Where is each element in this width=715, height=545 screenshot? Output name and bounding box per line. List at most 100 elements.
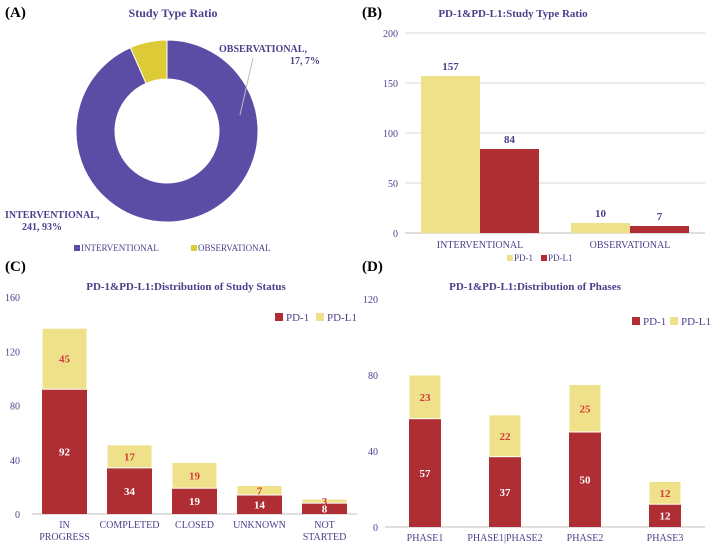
panel-b: (B) PD-1&PD-L1:Study Type Ratio 0 50 100 15… bbox=[362, 5, 705, 263]
bar-value-label-pd1: 92 bbox=[59, 447, 71, 459]
chart-b: 0 50 100 150 200 157 84 INTERVENTIONAL 10 7 OBSERV… bbox=[383, 29, 705, 251]
observational-leader-line bbox=[239, 57, 254, 116]
panel-a-label: (A) bbox=[5, 5, 26, 21]
bar-pd1 bbox=[569, 432, 601, 527]
bar-value-label-pd1: 50 bbox=[580, 475, 592, 487]
y-tick-label: 0 bbox=[373, 523, 378, 534]
bar-pd-l1 bbox=[480, 149, 539, 233]
legend-swatch-observational bbox=[191, 245, 197, 251]
donut-chart bbox=[75, 39, 259, 223]
bar-pd1 bbox=[237, 495, 282, 514]
x-tick-label: PHASE1|PHASE2 bbox=[467, 533, 542, 544]
interventional-slice-label: INTERVENTIONAL, bbox=[5, 210, 100, 221]
legend-swatch-pdl1 bbox=[541, 255, 547, 261]
bar-pdl1 bbox=[301, 498, 348, 504]
legend-label-pd1: PD-1 bbox=[514, 253, 533, 263]
bar-pd1 bbox=[489, 456, 521, 527]
y-tick-label: 120 bbox=[5, 347, 20, 358]
y-tick-label: 80 bbox=[368, 371, 378, 382]
bar-pdl1 bbox=[488, 414, 522, 458]
legend-swatch-pd1 bbox=[275, 313, 283, 321]
legend-label-pd1: PD-1 bbox=[286, 312, 309, 324]
bar-value-label-pdl1: 7 bbox=[257, 485, 263, 497]
x-tick-label: STARTED bbox=[303, 532, 347, 543]
bar-value-label: 84 bbox=[504, 134, 516, 146]
y-tick-label: 40 bbox=[368, 447, 378, 458]
y-tick-label: 150 bbox=[383, 79, 398, 90]
bar-pd1 bbox=[172, 488, 217, 514]
interventional-slice-value: 241, 93% bbox=[22, 222, 62, 233]
panel-d-label: (D) bbox=[362, 259, 383, 275]
bar-value-label: 7 bbox=[657, 211, 663, 223]
bar-pd-1 bbox=[571, 223, 630, 233]
y-tick-label: 40 bbox=[10, 456, 20, 467]
x-tick-label: IN bbox=[59, 520, 70, 531]
bar-value-label-pdl1: 45 bbox=[59, 354, 71, 366]
bar-value-label-pd1: 34 bbox=[124, 486, 136, 498]
bar-value-label: 10 bbox=[595, 208, 607, 220]
legend-label-pdl1: PD-L1 bbox=[548, 253, 573, 263]
bar-value-label-pdl1: 17 bbox=[124, 451, 136, 463]
donut-slice-interventional bbox=[75, 39, 259, 223]
bar-value-label-pdl1: 12 bbox=[660, 488, 672, 500]
legend-label-observational: OBSERVATIONAL bbox=[198, 243, 271, 253]
legend-label-interventional: INTERVENTIONAL bbox=[81, 243, 159, 253]
legend-swatch-pdl1 bbox=[316, 313, 324, 321]
observational-slice-label: OBSERVATIONAL, bbox=[219, 44, 307, 55]
y-tick-label: 50 bbox=[388, 179, 398, 190]
bar-pd1 bbox=[42, 389, 87, 514]
bar-value-label-pd1: 8 bbox=[322, 504, 328, 516]
bar-value-label-pd1: 12 bbox=[660, 511, 672, 523]
panel-c-title: PD-1&PD-L1:Distribution of Study Status bbox=[86, 281, 286, 293]
legend-swatch-pd1 bbox=[632, 317, 640, 325]
x-tick-label: COMPLETED bbox=[100, 520, 160, 531]
bar-value-label-pd1: 57 bbox=[420, 468, 432, 480]
bar-pdl1 bbox=[171, 461, 218, 489]
bar-pdl1 bbox=[106, 444, 153, 469]
panel-d-title: PD-1&PD-L1:Distribution of Phases bbox=[449, 281, 621, 293]
y-tick-label: 160 bbox=[5, 293, 20, 304]
panel-a-title: Study Type Ratio bbox=[129, 6, 218, 20]
bar-value-label-pdl1: 22 bbox=[500, 431, 512, 443]
bar-pd1 bbox=[409, 418, 441, 527]
y-tick-label: 100 bbox=[383, 129, 398, 140]
bar-value-label-pd1: 19 bbox=[189, 496, 201, 508]
legend-label-pdl1: PD-L1 bbox=[327, 312, 357, 324]
legend-swatch-interventional bbox=[74, 245, 80, 251]
x-tick-label: PHASE1 bbox=[407, 533, 444, 544]
x-tick-label: OBSERVATIONAL bbox=[590, 240, 671, 251]
x-tick-label: CLOSED bbox=[175, 520, 214, 531]
bar-pdl1 bbox=[648, 480, 682, 505]
observational-slice-value: 17, 7% bbox=[290, 56, 320, 67]
legend-label-pdl1: PD-L1 bbox=[681, 316, 711, 328]
bar-pd1 bbox=[649, 504, 681, 527]
bar-value-label-pd1: 37 bbox=[500, 487, 512, 499]
bar-pd-1 bbox=[421, 76, 480, 233]
chart-d: 0 40 80 120 57 23 PHASE1 37 22 PHASE1|PHASE2 50 25 P… bbox=[363, 295, 705, 544]
bar-pd1 bbox=[107, 467, 152, 514]
x-tick-label: INTERVENTIONAL bbox=[437, 240, 523, 251]
panel-a: (A) Study Type Ratio OBSERVATIONAL, 17, … bbox=[5, 5, 320, 253]
bar-pd1 bbox=[302, 503, 347, 514]
legend-label-pd1: PD-1 bbox=[643, 316, 666, 328]
y-tick-label: 200 bbox=[383, 29, 398, 40]
panel-d: (D) PD-1&PD-L1:Distribution of Phases 0 4… bbox=[362, 259, 711, 544]
x-tick-label: UNKNOWN bbox=[233, 520, 286, 531]
legend-swatch-pd1 bbox=[507, 255, 513, 261]
bar-value-label: 157 bbox=[442, 61, 459, 73]
y-tick-label: 120 bbox=[363, 295, 378, 306]
y-tick-label: 80 bbox=[10, 402, 20, 413]
bar-pdl1 bbox=[408, 374, 442, 420]
panel-b-title: PD-1&PD-L1:Study Type Ratio bbox=[438, 8, 588, 20]
panel-b-label: (B) bbox=[362, 5, 382, 21]
bar-pdl1 bbox=[41, 327, 88, 390]
panel-c-label: (C) bbox=[5, 259, 26, 275]
x-tick-label: PHASE3 bbox=[647, 533, 684, 544]
bar-pd-l1 bbox=[630, 226, 689, 233]
bar-value-label-pd1: 14 bbox=[254, 500, 266, 512]
bar-value-label-pdl1: 19 bbox=[189, 470, 201, 482]
panel-c: (C) PD-1&PD-L1:Distribution of Study Sta… bbox=[5, 259, 357, 543]
donut-slice-observational bbox=[129, 39, 168, 85]
bar-value-label-pdl1: 3 bbox=[322, 496, 328, 508]
